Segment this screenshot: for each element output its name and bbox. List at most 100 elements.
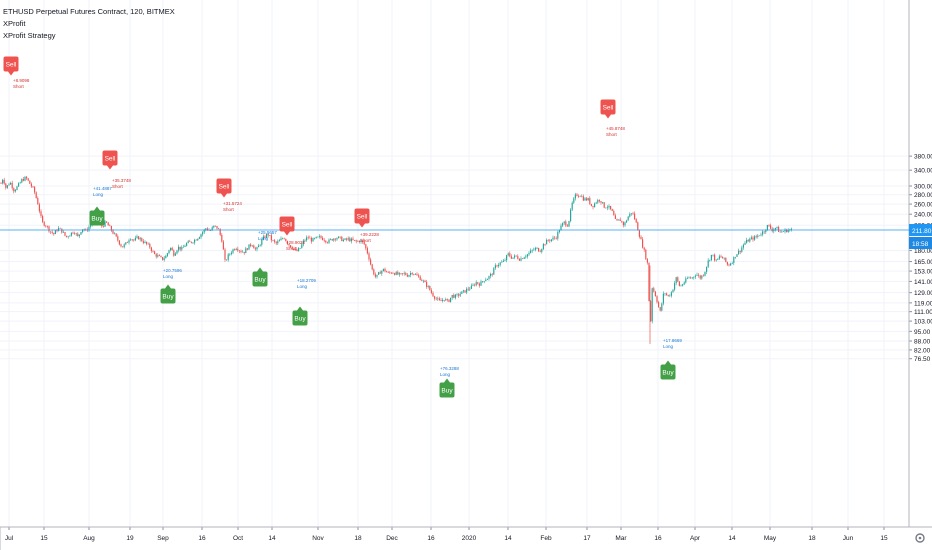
candle	[429, 285, 431, 291]
candle-body	[317, 236, 319, 238]
indicator-xprofit[interactable]: XProfit	[3, 19, 26, 28]
candle-body	[597, 200, 599, 203]
candle-body	[538, 247, 540, 252]
candle	[614, 213, 616, 219]
candle-body	[189, 241, 191, 242]
candle-body	[211, 227, 213, 231]
candle	[373, 268, 375, 276]
candle	[451, 294, 453, 300]
candle-body	[662, 293, 664, 304]
candle-body	[379, 272, 381, 274]
candle	[262, 234, 264, 241]
candle	[197, 238, 199, 242]
candle	[576, 193, 578, 197]
candle-body	[584, 198, 586, 201]
candle	[526, 253, 528, 259]
candle-body	[192, 242, 194, 244]
candle	[722, 256, 724, 259]
candle-body	[291, 247, 293, 249]
candle	[355, 239, 357, 244]
candle-body	[293, 248, 295, 250]
candle-body	[282, 238, 284, 240]
candle-body	[205, 228, 207, 230]
candle-body	[734, 256, 736, 258]
candle	[339, 236, 341, 239]
price-tick-label: 153.00	[914, 269, 932, 276]
candle-body	[344, 238, 346, 240]
candle-body	[638, 230, 640, 237]
indicator-xprofit-strategy[interactable]: XProfit Strategy	[3, 31, 56, 40]
candle	[30, 182, 32, 188]
candle-body	[627, 216, 629, 221]
candle-body	[306, 237, 308, 241]
candle	[352, 236, 354, 241]
candle	[638, 229, 640, 239]
signal-side-label: Long	[163, 274, 174, 279]
candle	[483, 280, 485, 284]
settings-gear-icon[interactable]	[915, 533, 925, 543]
candle	[499, 261, 501, 267]
candle	[474, 283, 476, 287]
candle-body	[688, 277, 690, 279]
candle	[493, 267, 495, 275]
candle	[501, 260, 503, 263]
candle	[467, 286, 469, 291]
candle	[670, 291, 672, 298]
candle-body	[702, 275, 704, 277]
candle	[690, 276, 692, 279]
candle	[222, 239, 224, 250]
candle-body	[512, 257, 514, 259]
candle-body	[242, 251, 244, 253]
candle	[730, 262, 732, 266]
candle-body	[26, 176, 28, 179]
candle-body	[34, 186, 36, 193]
candle	[298, 246, 300, 252]
candle	[723, 257, 725, 261]
candle-body	[67, 236, 69, 238]
buy-label: Buy	[662, 370, 674, 377]
candle	[306, 235, 308, 242]
candle	[26, 175, 28, 181]
candle-body	[730, 263, 732, 266]
candle	[674, 280, 676, 292]
candle-body	[608, 205, 610, 208]
candle	[382, 268, 384, 272]
candle-body	[736, 254, 738, 257]
candle-body	[186, 243, 188, 246]
candle-body	[718, 256, 720, 259]
candle-body	[536, 247, 538, 249]
candle	[34, 185, 36, 195]
candle-body	[131, 239, 133, 241]
candle-body	[235, 248, 237, 250]
candle	[520, 256, 522, 262]
price-tick-label: 129.00	[914, 290, 932, 297]
candle-body	[61, 228, 63, 233]
candle	[251, 244, 253, 248]
candle	[245, 246, 247, 254]
candle-body	[678, 281, 680, 286]
candle-body	[141, 238, 143, 242]
candle-body	[454, 294, 456, 298]
candle	[357, 240, 359, 242]
candle	[579, 195, 581, 197]
candle	[176, 249, 178, 255]
candle-body	[610, 205, 612, 210]
candle	[381, 270, 383, 276]
candle-body	[170, 247, 172, 251]
candle	[522, 258, 524, 260]
symbol-title[interactable]: ETHUSD Perpetual Futures Contract, 120, …	[3, 7, 175, 16]
